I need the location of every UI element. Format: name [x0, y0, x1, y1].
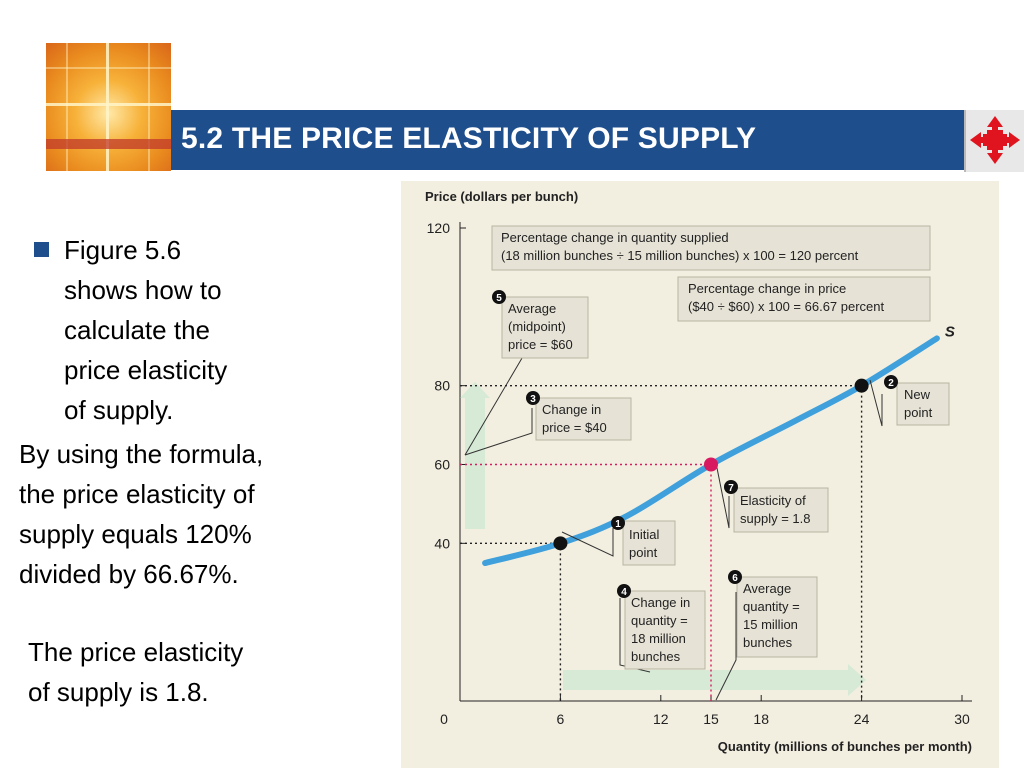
- callout-4-line-2: quantity =: [631, 613, 688, 628]
- callout-1-number: 1: [615, 519, 621, 530]
- bullet-line: of supply.: [64, 395, 174, 425]
- callout-average-price: Average (midpoint) price = $60 5: [492, 290, 589, 359]
- initial-point: [553, 536, 568, 551]
- callout-elasticity: Elasticity of supply = 1.8 7: [724, 480, 829, 533]
- callout-3-line-1: Change in: [542, 402, 601, 417]
- callout-4-number: 4: [621, 587, 627, 598]
- x-tick-label: 15: [703, 711, 719, 727]
- move-arrows-icon: [970, 116, 1020, 164]
- callout-2-line-2: point: [904, 405, 933, 420]
- price-change-arrow-shaft: [465, 398, 485, 529]
- formula-line: the price elasticity of: [19, 479, 255, 509]
- y-tick-label: 80: [434, 378, 450, 394]
- callout-initial-point: Initial point 1: [611, 516, 676, 566]
- callout-3-line-2: price = $40: [542, 420, 607, 435]
- callout-7-line-1: Elasticity of: [740, 493, 806, 508]
- bullet-text: Figure 5.6 shows how to calculate the pr…: [64, 230, 227, 430]
- quantity-change-arrow-head: [848, 664, 866, 696]
- price-change-box: Percentage change in price ($40 ÷ $60) x…: [677, 276, 931, 322]
- navigation-button[interactable]: [964, 110, 1024, 172]
- formula-line: By using the formula,: [19, 439, 264, 469]
- midpoint: [704, 457, 718, 472]
- callout-6-line-1: Average: [743, 581, 791, 596]
- callout-6-line-4: bunches: [743, 635, 793, 650]
- supply-curve: [482, 335, 940, 567]
- x-tick-label: 6: [557, 711, 565, 727]
- callout-5-number: 5: [496, 293, 502, 304]
- y-tick-label: 120: [427, 220, 451, 236]
- bullet-line: price elasticity: [64, 355, 228, 385]
- callout-7-number: 7: [728, 483, 734, 494]
- price-change-line-2: ($40 ÷ $60) x 100 = 66.67 percent: [688, 299, 885, 314]
- callout-change-price: Change in price = $40 3: [526, 391, 632, 441]
- callout-1-line-2: point: [629, 545, 658, 560]
- bullet-line: shows how to: [64, 275, 222, 305]
- callout-new-point: New point 2: [884, 375, 950, 426]
- callout-5-line-2: (midpoint): [508, 319, 566, 334]
- quantity-change-box: Percentage change in quantity supplied (…: [491, 225, 931, 271]
- price-change-line-1: Percentage change in price: [688, 281, 846, 296]
- quantity-change-arrow-shaft: [563, 670, 848, 690]
- bullet-line: calculate the: [64, 315, 210, 345]
- callout-6-line-3: 15 million: [743, 617, 798, 632]
- title-bar: [171, 110, 964, 170]
- callout-2-number: 2: [888, 378, 894, 389]
- y-tick-label: 60: [434, 457, 450, 473]
- x-tick-label: 24: [854, 711, 870, 727]
- quantity-change-line-2: (18 million bunches ÷ 15 million bunches…: [501, 248, 859, 263]
- callout-5-line-1: Average: [508, 301, 556, 316]
- x-tick-label: 12: [653, 711, 669, 727]
- y-tick-label: 40: [434, 535, 450, 551]
- callout-6-line-2: quantity =: [743, 599, 800, 614]
- callout-change-quantity: Change in quantity = 18 million bunches …: [617, 584, 706, 670]
- result-line: of supply is 1.8.: [28, 677, 209, 707]
- callout-2-line-1: New: [904, 387, 931, 402]
- slide-title: 5.2 THE PRICE ELASTICITY OF SUPPLY: [181, 122, 757, 155]
- formula-line: divided by 66.67%.: [19, 559, 239, 589]
- slide-logo: [46, 43, 171, 171]
- result-text: The price elasticity of supply is 1.8.: [28, 632, 243, 712]
- formula-text: By using the formula, the price elastici…: [19, 434, 263, 594]
- quantity-change-line-1: Percentage change in quantity supplied: [501, 230, 729, 245]
- bullet-line: Figure 5.6: [64, 235, 182, 265]
- callout-6-number: 6: [732, 573, 738, 584]
- bullet-marker: [34, 242, 49, 257]
- new-point: [854, 378, 869, 393]
- callout-7-line-2: supply = 1.8: [740, 511, 810, 526]
- callout-4-line-3: 18 million: [631, 631, 686, 646]
- formula-line: supply equals 120%: [19, 519, 252, 549]
- callout-4-line-4: bunches: [631, 649, 681, 664]
- callout-4-line-1: Change in: [631, 595, 690, 610]
- x-tick-label: 0: [440, 711, 448, 727]
- x-axis-title: Quantity (millions of bunches per month): [718, 739, 972, 754]
- x-tick-label: 18: [753, 711, 769, 727]
- y-axis-title: Price (dollars per bunch): [425, 189, 578, 204]
- result-line: The price elasticity: [28, 637, 244, 667]
- price-change-arrow-head: [460, 382, 490, 398]
- callout-5-line-3: price = $60: [508, 337, 573, 352]
- callout-3-number: 3: [530, 394, 536, 405]
- callout-average-quantity: Average quantity = 15 million bunches 6: [728, 570, 818, 658]
- x-tick-label: 30: [954, 711, 970, 727]
- supply-curve-label: S: [945, 323, 955, 340]
- callout-1-line-1: Initial: [629, 527, 659, 542]
